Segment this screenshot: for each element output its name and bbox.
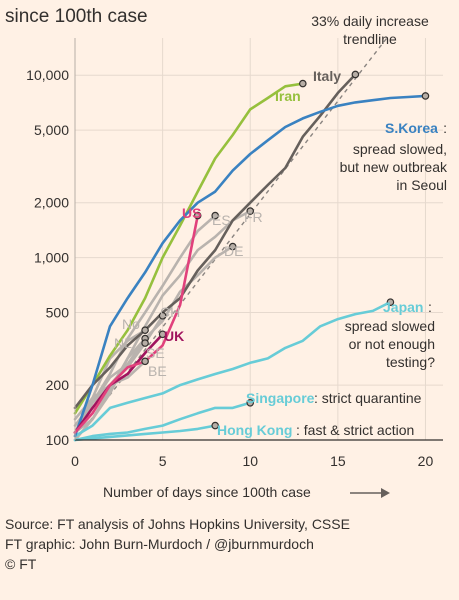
chart-title: since 100th case (5, 6, 148, 27)
marker-layer (141, 70, 430, 430)
hongkong-note: : fast & strict action (296, 422, 414, 438)
singapore-note: : strict quarantine (314, 390, 422, 406)
end-marker-norway (141, 326, 149, 334)
label-layer: 33% daily increase trendline Italy Iran S.Ko… (114, 13, 448, 438)
series-label-spain: ES (212, 212, 231, 228)
series-label-uk: UK (164, 328, 184, 344)
japan-note-line: spread slowed (345, 318, 435, 334)
series-label-netherlands: NL (114, 335, 132, 351)
japan-note-line: testing? (386, 354, 435, 370)
x-tick-label: 15 (330, 453, 346, 469)
series-line-iran (73, 82, 305, 415)
end-marker-belgium (141, 357, 149, 366)
skorea-colon: : (443, 120, 447, 136)
series-label-skorea: S.Korea (385, 120, 438, 136)
series-label-germany: DE (224, 243, 243, 259)
y-tick-label: 200 (46, 377, 70, 393)
series-label-france: FR (244, 209, 263, 225)
series-label-sweden: SE (146, 345, 165, 361)
series-line-france (73, 209, 252, 442)
japan-note-line: or not enough (349, 336, 435, 352)
x-tick-label: 5 (159, 453, 167, 469)
footer-credit: FT graphic: John Burn-Murdoch / @jburnmu… (5, 536, 314, 552)
grid-layer (75, 38, 443, 440)
end-marker-us (193, 211, 202, 220)
series-label-japan: Japan (383, 299, 423, 315)
series-line-us (73, 214, 199, 434)
end-marker-spain (211, 211, 219, 220)
series-label-italy: Italy (313, 68, 341, 84)
end-marker-sweden (141, 339, 149, 347)
footer-copyright: © FT (5, 556, 37, 572)
end-marker-iran (299, 79, 307, 88)
skorea-note-line: spread slowed, (353, 141, 447, 157)
japan-colon: : (428, 299, 432, 315)
series-line-hongkong (73, 424, 217, 442)
series-line-uk (73, 333, 164, 434)
x-tick-label: 10 (242, 453, 258, 469)
series-label-us: US (182, 205, 201, 221)
series-line-norway (73, 328, 147, 434)
x-tick-label: 0 (71, 453, 79, 469)
end-marker-uk (158, 330, 167, 339)
x-axis-arrow-icon (350, 488, 390, 498)
series-line-netherlands (73, 337, 147, 434)
y-tick-label: 1,000 (34, 250, 69, 266)
skorea-note-line: but new outbreak (340, 159, 448, 175)
y-tick-label: 5,000 (34, 122, 69, 138)
series-label-iran: Iran (275, 88, 301, 104)
trendline-label: trendline (343, 31, 397, 47)
x-axis-title: Number of days since 100th case (103, 484, 311, 500)
end-marker-singapore (246, 398, 255, 407)
series-label-hongkong: Hong Kong (217, 422, 292, 438)
end-marker-france (246, 207, 255, 215)
series-label-belgium: BE (148, 363, 167, 379)
trendline-label: 33% daily increase (311, 13, 429, 29)
skorea-note-line: in Seoul (396, 177, 447, 193)
series-line-skorea (73, 94, 427, 438)
end-marker-skorea (421, 92, 430, 100)
end-marker-germany (228, 242, 237, 251)
end-marker-hongkong (211, 421, 219, 430)
series-line-singapore (73, 401, 252, 442)
footer-source: Source: FT analysis of Johns Hopkins Uni… (5, 516, 350, 532)
end-marker-japan (386, 298, 395, 306)
series-line-italy (73, 73, 357, 410)
y-tick-label: 500 (46, 305, 70, 321)
y-tick-label: 100 (46, 432, 70, 448)
series-label-singapore: Singapore (246, 390, 315, 406)
x-tick-label: 20 (418, 453, 434, 469)
series-label-norway: No (122, 316, 140, 332)
end-marker-italy (351, 70, 360, 79)
y-tick-label: 10,000 (26, 67, 69, 83)
series-line-japan (73, 300, 392, 438)
y-tick-label: 2,000 (34, 195, 69, 211)
end-marker-switzerland (158, 311, 167, 320)
series-label-switzerland: CH (160, 304, 180, 320)
